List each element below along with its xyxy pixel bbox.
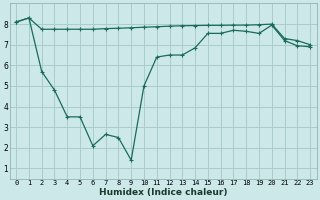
- X-axis label: Humidex (Indice chaleur): Humidex (Indice chaleur): [99, 188, 228, 197]
